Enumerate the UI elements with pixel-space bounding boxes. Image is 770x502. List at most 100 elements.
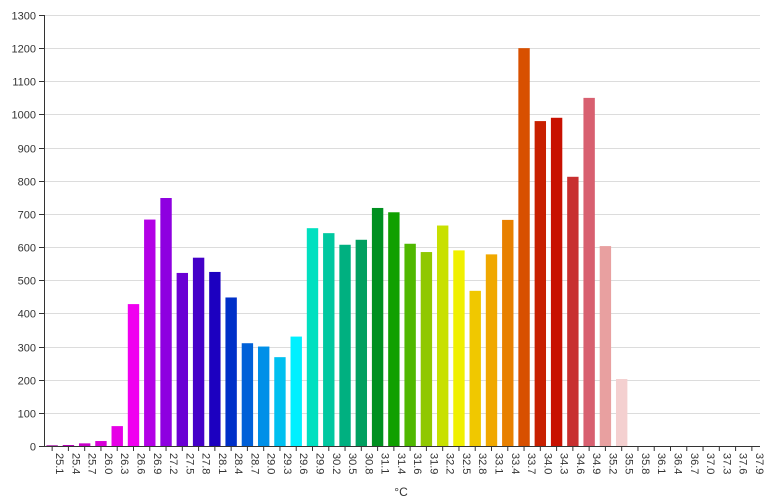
y-tick-label: 1300	[12, 11, 36, 23]
x-tick-label: 37.0	[704, 453, 716, 474]
y-tick-label: 1100	[12, 77, 36, 89]
y-tick-label: 400	[18, 309, 36, 321]
x-tick-label: 36.4	[672, 453, 684, 474]
x-tick-label: 31.9	[427, 453, 439, 474]
x-tick-label: 33.7	[525, 453, 537, 474]
bar	[469, 290, 481, 446]
y-tick-label: 0	[30, 442, 36, 454]
x-tick-label: 34.0	[541, 453, 553, 474]
x-tick-label: 25.4	[69, 453, 81, 474]
y-tick-label: 600	[18, 243, 36, 255]
x-tick-label: 37.3	[720, 453, 732, 474]
bar	[78, 443, 91, 446]
bar	[339, 244, 351, 446]
x-tick-labels: 25.1 25.4 25.7 26.0 26.3 26.6 26.9 27.2 27.5 27.8…	[53, 453, 765, 474]
y-tick-label: 200	[18, 376, 36, 388]
bar	[534, 121, 547, 446]
x-axis-label: °C	[394, 485, 408, 499]
bar	[111, 426, 123, 446]
bar	[306, 228, 319, 446]
y-tick-label: 100	[18, 409, 36, 421]
y-tick-label: 1000	[12, 110, 36, 122]
bar	[127, 304, 140, 446]
x-tick-label: 30.2	[330, 453, 342, 474]
bar	[388, 212, 400, 446]
x-tick-label: 35.5	[623, 453, 635, 474]
bar	[225, 297, 237, 446]
x-tick-label: 29.3	[281, 453, 293, 474]
bar	[453, 250, 465, 446]
x-tick-label: 31.6	[411, 453, 423, 474]
bar	[46, 445, 58, 446]
bar	[257, 346, 270, 446]
y-tick-label: 300	[18, 343, 36, 355]
bar	[274, 357, 286, 446]
x-tick-label: 31.4	[395, 453, 407, 474]
x-tick-label: 25.7	[86, 453, 98, 474]
x-tick-label: 37.9	[753, 453, 765, 474]
x-tick-label: 26.6	[135, 453, 147, 474]
bar	[355, 239, 368, 446]
bar	[160, 198, 172, 446]
x-tick-label: 30.8	[362, 453, 374, 474]
bar	[615, 379, 628, 446]
x-tick-label: 33.4	[509, 453, 521, 474]
x-tick-label: 28.7	[248, 453, 260, 474]
bars	[46, 48, 628, 447]
y-tick-label: 900	[18, 144, 36, 156]
x-tick-label: 31.1	[379, 453, 391, 474]
bar	[404, 243, 416, 446]
bar	[95, 441, 107, 446]
y-tick-label: 800	[18, 177, 36, 189]
x-tick-label: 35.2	[606, 453, 618, 474]
y-tick-label: 500	[18, 276, 36, 288]
x-tick-label: 30.5	[346, 453, 358, 474]
x-tick-label: 28.1	[216, 453, 228, 474]
y-tick-labels: 0 100 200 300 400 500 600 700 800 900 1000 1100 1200…	[12, 11, 36, 454]
bar	[502, 219, 514, 446]
bar	[323, 233, 335, 446]
bar	[518, 48, 530, 447]
x-tick-label: 35.8	[639, 453, 651, 474]
bar	[62, 445, 75, 446]
bar	[567, 176, 579, 447]
x-tick-label: 34.6	[574, 453, 586, 474]
x-tick-label: 27.8	[200, 453, 212, 474]
x-tick-label: 25.1	[53, 453, 65, 474]
bar	[599, 246, 612, 446]
bar	[420, 252, 433, 446]
x-tick-label: 27.2	[167, 453, 179, 474]
x-tick-label: 26.0	[102, 453, 114, 474]
bar	[241, 343, 254, 446]
x-tick-label: 32.2	[444, 453, 456, 474]
x-tick-label: 29.0	[265, 453, 277, 474]
bar	[550, 117, 563, 446]
x-tick-label: 27.5	[183, 453, 195, 474]
y-tick-label: 1200	[12, 44, 36, 56]
x-tick-label: 36.7	[688, 453, 700, 474]
bar	[436, 225, 449, 446]
x-tick-label: 34.3	[558, 453, 570, 474]
bar	[371, 207, 384, 446]
x-tick-label: 26.3	[118, 453, 130, 474]
bar	[176, 272, 189, 446]
x-tick-label: 37.6	[737, 453, 749, 474]
x-tick-label: 28.4	[232, 453, 244, 474]
x-tick-label: 29.6	[297, 453, 309, 474]
x-tick-label: 29.9	[314, 453, 326, 474]
x-tick-label: 34.9	[590, 453, 602, 474]
x-tick-label: 32.5	[460, 453, 472, 474]
x-tick-label: 32.8	[476, 453, 488, 474]
x-tick-label: 26.9	[151, 453, 163, 474]
bar	[144, 219, 156, 446]
bar	[192, 257, 205, 446]
bar	[209, 271, 221, 446]
bar	[290, 336, 302, 446]
bar	[583, 97, 595, 446]
bar	[485, 254, 498, 446]
axes	[39, 15, 760, 451]
x-tick-label: 36.1	[655, 453, 667, 474]
y-tick-label: 700	[18, 210, 36, 222]
x-tick-label: 33.1	[493, 453, 505, 474]
